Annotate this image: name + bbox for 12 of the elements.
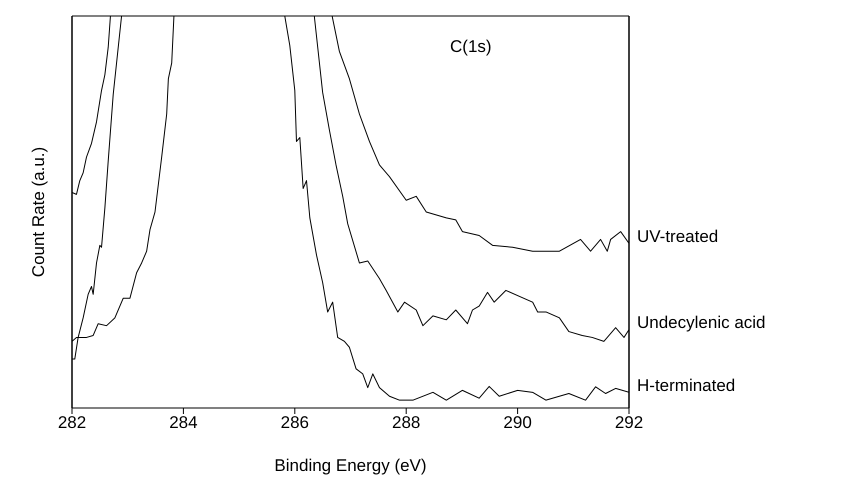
x-tick-label: 286 bbox=[280, 413, 309, 432]
series-label: Undecylenic acid bbox=[637, 313, 766, 332]
x-axis-title: Binding Energy (eV) bbox=[274, 456, 427, 475]
series-label: H-terminated bbox=[637, 376, 736, 395]
x-tick-label: 288 bbox=[392, 413, 420, 432]
y-axis-title: Count Rate (a.u.) bbox=[29, 146, 48, 278]
x-tick-label: 290 bbox=[503, 413, 532, 432]
x-tick-label: 282 bbox=[58, 413, 86, 432]
x-tick-label: 284 bbox=[169, 413, 198, 432]
series-label: UV-treated bbox=[637, 226, 718, 246]
text: C(1s) bbox=[450, 37, 492, 56]
x-tick-label: 292 bbox=[614, 413, 644, 432]
